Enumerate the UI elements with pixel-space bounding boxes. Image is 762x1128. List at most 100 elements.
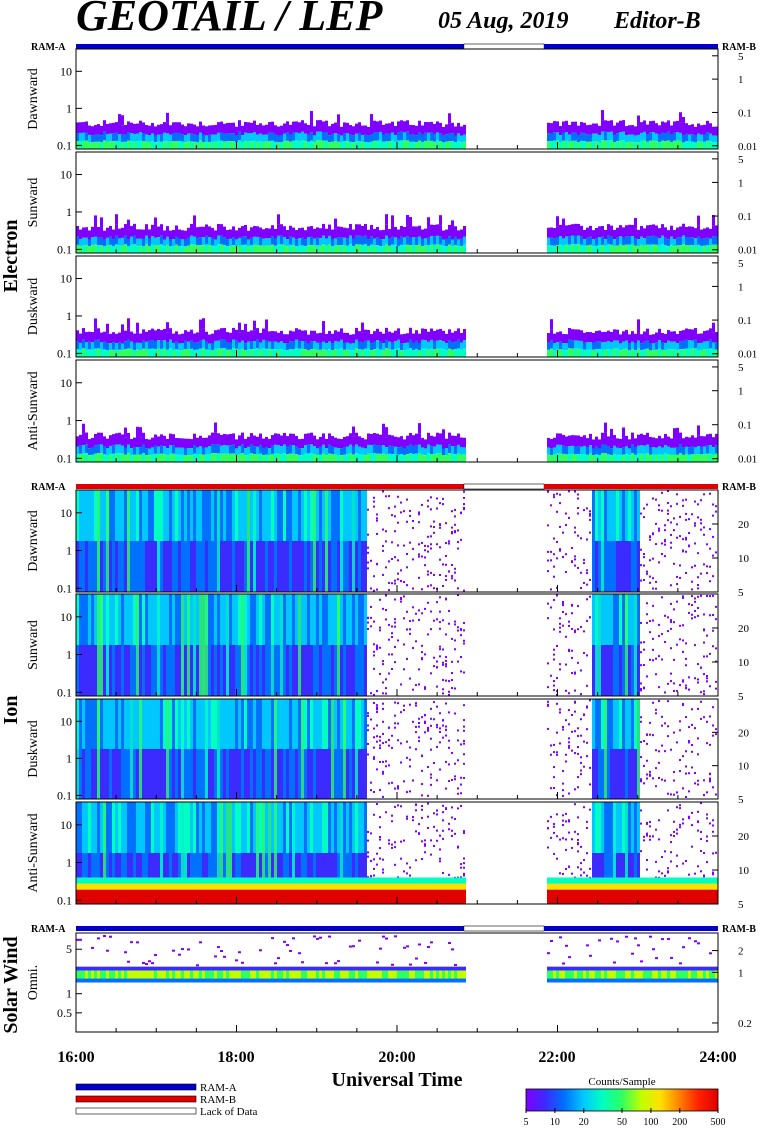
spectrogram-cell bbox=[358, 454, 361, 462]
spectrogram-cell bbox=[427, 883, 430, 892]
spectrogram-cell bbox=[250, 883, 253, 892]
spectrogram-cell bbox=[670, 619, 672, 622]
spectrogram-cell bbox=[223, 645, 226, 696]
spectrogram-cell bbox=[577, 746, 579, 749]
spectrogram-cell bbox=[667, 509, 669, 512]
spectrogram-cell bbox=[205, 126, 208, 136]
spectrogram-cell bbox=[397, 521, 399, 524]
spectrogram-cell bbox=[211, 594, 214, 645]
spectrogram-cell bbox=[232, 453, 235, 462]
spectrogram-cell bbox=[592, 246, 595, 253]
spectrogram-cell bbox=[280, 235, 283, 245]
spectrogram-cell bbox=[382, 660, 384, 663]
spectrogram-cell bbox=[328, 802, 331, 853]
spectrogram-cell bbox=[172, 541, 175, 592]
spectrogram-cell bbox=[406, 131, 409, 141]
spectrogram-cell bbox=[586, 654, 588, 657]
spectrogram-cell bbox=[346, 245, 349, 253]
spectrogram-cell bbox=[265, 141, 268, 149]
spectrogram-cell bbox=[208, 490, 211, 541]
spectrogram-cell bbox=[346, 133, 349, 142]
spectrogram-cell bbox=[430, 543, 432, 546]
spectrogram-cell bbox=[598, 349, 601, 357]
spectrogram-cell bbox=[679, 624, 681, 627]
spectrogram-cell bbox=[457, 141, 460, 149]
spectrogram-cell bbox=[670, 793, 672, 796]
spectrogram-cell bbox=[91, 245, 94, 253]
spectrogram-cell bbox=[154, 594, 157, 645]
spectrogram-cell bbox=[562, 350, 565, 357]
spectrogram-cell bbox=[379, 453, 382, 462]
spectrogram-cell bbox=[709, 565, 711, 568]
spectrogram-cell bbox=[247, 446, 250, 455]
spectrogram-cell bbox=[397, 454, 400, 462]
spectrogram-cell bbox=[346, 594, 349, 645]
spectrogram-cell bbox=[460, 655, 462, 658]
spectrogram-cell bbox=[346, 889, 349, 904]
spectrogram-cell bbox=[319, 883, 322, 892]
spectrogram-cell bbox=[691, 604, 693, 607]
spectrogram-cell bbox=[190, 223, 193, 236]
spectrogram-cell bbox=[457, 787, 459, 790]
spectrogram-cell bbox=[82, 423, 85, 434]
spectrogram-cell bbox=[715, 342, 718, 350]
spectrogram-cell bbox=[175, 349, 178, 357]
spectrogram-cell bbox=[448, 224, 451, 237]
spectrogram-cell bbox=[334, 133, 337, 142]
spectrogram-cell bbox=[415, 877, 418, 886]
spectrogram-cell bbox=[385, 811, 387, 814]
spectrogram-cell bbox=[139, 699, 142, 799]
spectrogram-cell bbox=[397, 339, 400, 349]
spectrogram-cell bbox=[400, 683, 402, 686]
spectrogram-cell bbox=[568, 327, 571, 340]
spectrogram-cell bbox=[376, 704, 378, 707]
spectrogram-cell bbox=[136, 749, 139, 799]
spectrogram-cell bbox=[298, 802, 301, 853]
spectrogram-cell bbox=[550, 141, 553, 149]
spectrogram-cell bbox=[307, 343, 310, 351]
spectrogram-cell bbox=[454, 446, 457, 455]
spectrogram-cell bbox=[424, 238, 427, 246]
spectrogram-cell bbox=[247, 877, 250, 886]
spectrogram-cell bbox=[277, 883, 280, 892]
spectrogram-cell bbox=[700, 446, 703, 455]
spectrogram-cell bbox=[121, 343, 124, 351]
spectrogram-cell bbox=[415, 348, 418, 357]
spectrogram-cell bbox=[178, 594, 181, 645]
spectrogram-cell bbox=[643, 331, 646, 342]
spectrogram-cell bbox=[643, 740, 645, 743]
spectrogram-cell bbox=[445, 134, 448, 142]
spectrogram-cell bbox=[124, 134, 127, 142]
spectrogram-cell bbox=[622, 490, 625, 541]
spectrogram-cell bbox=[403, 333, 406, 344]
spectrogram-cell bbox=[376, 245, 379, 253]
spectrogram-cell bbox=[601, 236, 604, 245]
spectrogram-cell bbox=[352, 426, 355, 437]
spectrogram-cell bbox=[112, 645, 115, 696]
spectrogram-cell bbox=[322, 444, 325, 454]
spectrogram-cell bbox=[94, 877, 97, 886]
spectrogram-cell bbox=[589, 531, 591, 534]
spectrogram-cell bbox=[424, 140, 427, 149]
spectrogram-cell bbox=[382, 239, 385, 247]
spectrogram-cell bbox=[118, 453, 121, 462]
spectrogram-cell bbox=[106, 141, 109, 149]
spectrogram-cell bbox=[298, 122, 301, 133]
spectrogram-cell bbox=[97, 237, 100, 246]
spectrogram-cell bbox=[76, 877, 79, 886]
spectrogram-cell bbox=[127, 140, 130, 149]
spectrogram-cell bbox=[274, 245, 277, 253]
spectrogram-cell bbox=[562, 228, 565, 239]
spectrogram-cell bbox=[550, 455, 553, 462]
spectrogram-cell bbox=[409, 541, 411, 544]
spectrogram-cell bbox=[418, 244, 421, 253]
spectrogram-cell bbox=[136, 245, 139, 253]
spectrogram-cell bbox=[244, 490, 247, 541]
spectrogram-cell bbox=[97, 444, 100, 454]
spectrogram-cell bbox=[565, 760, 567, 763]
spectrogram-cell bbox=[637, 490, 640, 541]
spectrogram-cell bbox=[658, 340, 661, 349]
spectrogram-cell bbox=[556, 677, 558, 680]
spectrogram-cell bbox=[610, 244, 613, 253]
spectrogram-cell bbox=[217, 433, 220, 445]
